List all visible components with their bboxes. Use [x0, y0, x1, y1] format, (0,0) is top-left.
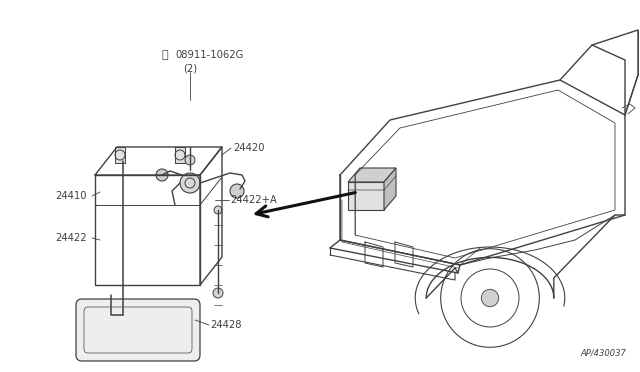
Text: AP/430037: AP/430037: [580, 349, 626, 358]
Text: Ⓝ: Ⓝ: [162, 50, 168, 60]
Circle shape: [180, 173, 200, 193]
Polygon shape: [384, 168, 396, 210]
Circle shape: [156, 169, 168, 181]
Text: 24422: 24422: [55, 233, 86, 243]
Polygon shape: [348, 182, 384, 210]
Text: 24420: 24420: [233, 143, 264, 153]
Circle shape: [214, 206, 222, 214]
Text: 08911-1062G: 08911-1062G: [175, 50, 243, 60]
Polygon shape: [348, 168, 396, 182]
Circle shape: [185, 155, 195, 165]
Text: 24428: 24428: [210, 320, 241, 330]
Circle shape: [230, 184, 244, 198]
Text: (2): (2): [183, 63, 197, 73]
Text: 24422+A: 24422+A: [230, 195, 277, 205]
Polygon shape: [175, 147, 185, 163]
Circle shape: [481, 289, 499, 307]
Text: 24410: 24410: [55, 191, 86, 201]
Polygon shape: [115, 147, 125, 163]
Circle shape: [213, 288, 223, 298]
FancyBboxPatch shape: [76, 299, 200, 361]
